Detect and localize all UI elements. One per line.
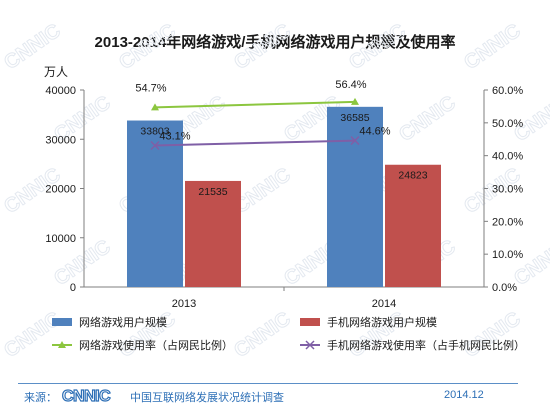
legend-marker-2: [58, 341, 66, 348]
bar-series0-2014: [327, 106, 383, 287]
legend-label-2: 网络游戏使用率（占网民比例）: [79, 338, 233, 352]
bar-label-series1-2013: 21535: [198, 186, 227, 198]
line-label-series0-2013: 54.7%: [135, 82, 166, 94]
y-tick-label-1: 10000: [45, 233, 76, 245]
x-tick-label-1: 2014: [372, 298, 396, 310]
y2-tick-label-0: 0.0%: [492, 282, 517, 294]
y-tick-label-0: 0: [70, 282, 76, 294]
watermark-text-21: CNNIC: [115, 308, 180, 362]
line-label-series1-2014: 44.6%: [359, 126, 390, 138]
line-label-series0-2014: 56.4%: [335, 79, 366, 91]
cnnic-logo: CNNIC: [61, 387, 112, 405]
y-axis-unit: 万人: [44, 65, 68, 79]
footer-divider: [18, 383, 518, 384]
legend-label-3: 手机网络游戏使用率（占手机网民比例）: [327, 338, 525, 352]
bar-label-series1-2014: 24823: [398, 170, 427, 182]
y2-tick-label-4: 40.0%: [492, 151, 523, 163]
legend-label-1: 手机网络游戏用户规模: [327, 315, 437, 329]
line-marker-series1-2014: [350, 136, 360, 146]
line-series-1: [154, 139, 356, 147]
watermark-text-8: CNNIC: [395, 92, 460, 146]
watermark-text-20: CNNIC: [0, 308, 65, 362]
y-tick-label-4: 40000: [45, 85, 76, 97]
line-marker-series0-2013: [151, 103, 159, 111]
watermark-text-4: CNNIC: [460, 20, 525, 74]
chart-title: 2013-2014年网络游戏/手机网络游戏用户规模及使用率: [94, 34, 456, 51]
x-tick-label-0: 2013: [172, 298, 196, 310]
y2-tick-label-5: 50.0%: [492, 118, 523, 130]
legend-swatch-1: [300, 318, 320, 326]
watermark-text-1: CNNIC: [115, 20, 180, 74]
footer-org-name: 中国互联网络发展状况统计调查: [130, 392, 284, 404]
line-marker-series1-2013: [150, 140, 160, 151]
y-tick-label-3: 30000: [45, 134, 76, 146]
watermark-text-2: CNNIC: [230, 20, 295, 74]
y2-tick-label-6: 60.0%: [492, 85, 523, 97]
bar-series0-2013: [127, 120, 183, 287]
footer-date: 2014.12: [444, 389, 484, 401]
watermark-text-24: CNNIC: [460, 308, 525, 362]
watermark-text-22: CNNIC: [230, 308, 295, 362]
legend-label-0: 网络游戏用户规模: [79, 315, 167, 329]
bar-series1-2014: [385, 164, 441, 287]
y2-tick-label-2: 20.0%: [492, 216, 523, 228]
y2-tick-label-3: 30.0%: [492, 184, 523, 196]
legend-marker-3: [305, 340, 315, 350]
footer-source-label: 来源：: [24, 392, 57, 404]
line-marker-series0-2014: [351, 97, 359, 105]
bar-series1-2013: [185, 180, 241, 287]
watermark-text-3: CNNIC: [345, 20, 410, 74]
watermark-text-23: CNNIC: [345, 308, 410, 362]
bar-label-series0-2014: 36585: [340, 112, 369, 124]
y-tick-label-2: 20000: [45, 184, 76, 196]
svg-text:CNNIC: CNNIC: [62, 388, 111, 405]
bar-label-series0-2013: 33803: [140, 126, 169, 138]
legend-swatch-0: [52, 318, 72, 326]
y2-tick-label-1: 10.0%: [492, 249, 523, 261]
line-series-0: [154, 100, 356, 109]
line-label-series1-2013: 43.1%: [159, 130, 190, 142]
